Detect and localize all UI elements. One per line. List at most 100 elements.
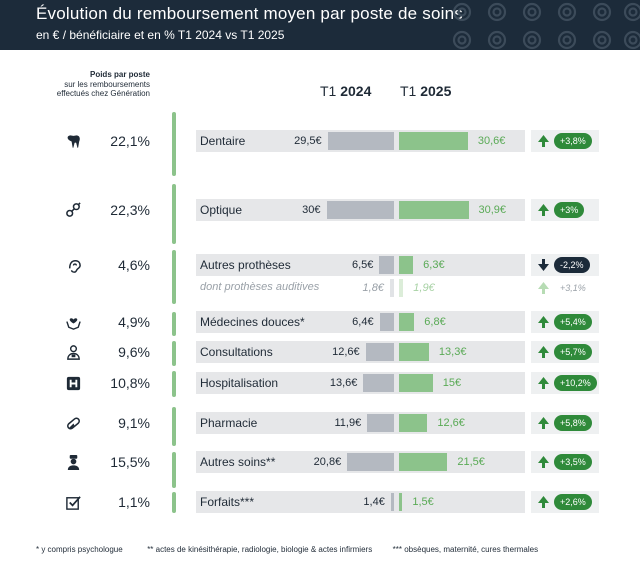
footnote-1: * y compris psychologue (36, 545, 123, 554)
value-label-2025: 1,9€ (413, 282, 435, 294)
bar-2024 (389, 279, 394, 297)
value-label-2024: 30€ (302, 204, 321, 216)
column-header-2025: T1 2025 (400, 83, 451, 99)
category-label: Hospitalisation (200, 376, 279, 390)
weight-value: 22,3% (110, 202, 150, 218)
trend-cell: +3,8% (531, 130, 599, 152)
trend-cell: +5,7% (531, 341, 599, 363)
column-header-prefix: T1 (400, 83, 417, 99)
bar-2024 (347, 453, 394, 471)
doctor-icon (64, 343, 82, 361)
change-badge: +2,6% (554, 494, 592, 510)
arrow-up-icon (538, 346, 549, 358)
bar-2025 (399, 453, 448, 471)
nurse-icon (64, 453, 82, 471)
category-label: Consultations (200, 345, 273, 359)
row-band (196, 491, 525, 513)
column-header-year: 2024 (340, 83, 372, 99)
value-label-2025: 30,9€ (478, 204, 507, 216)
trend-cell: +10,2% (531, 372, 599, 394)
weight-value: 22,1% (110, 133, 150, 149)
trend-cell: +3,1% (531, 277, 599, 299)
bar-2024 (365, 343, 394, 361)
bar-2025 (399, 201, 469, 219)
value-label-2025: 21,5€ (457, 456, 485, 468)
value-label-2024: 1,8€ (362, 282, 384, 294)
change-badge: +5,8% (554, 415, 592, 431)
footnotes: * y compris psychologue ** actes de kiné… (36, 545, 538, 554)
chart-title: Évolution du remboursement moyen par pos… (36, 4, 463, 23)
ear-icon (64, 256, 82, 274)
row-separator-line (172, 184, 176, 244)
weight-value: 4,9% (118, 314, 150, 330)
row-band (196, 372, 525, 394)
value-label-2025: 30,6€ (477, 135, 506, 147)
bar-2025 (399, 279, 404, 297)
column-header-year: 2025 (420, 83, 452, 99)
row-band (196, 412, 525, 434)
weight-value: 9,6% (118, 344, 150, 360)
weights-column-header: Poids par poste sur les remboursements e… (0, 70, 150, 99)
bar-2025 (399, 493, 403, 511)
change-badge: +3,5% (554, 454, 592, 470)
bar-2024 (390, 493, 394, 511)
value-label-2025: 15€ (442, 377, 462, 389)
weights-header-title: Poids par poste (89, 70, 150, 79)
value-label-2024: 20,8€ (313, 456, 342, 468)
column-header-2024: T1 2024 (320, 83, 371, 99)
row-separator-line (172, 452, 176, 488)
tooth-icon (64, 132, 82, 150)
change-badge: +10,2% (554, 375, 597, 391)
arrow-up-icon (538, 316, 549, 328)
trend-cell: +5,4% (531, 311, 599, 333)
row-separator-line (172, 312, 176, 336)
arrow-down-icon (538, 259, 549, 271)
category-label: Autres prothèses (200, 258, 291, 272)
row-band (196, 254, 525, 276)
weight-value: 15,5% (110, 454, 150, 470)
arrow-up-icon (538, 377, 549, 389)
value-label-2024: 6,4€ (352, 316, 374, 328)
value-label-2024: 13,6€ (329, 377, 358, 389)
category-label: Dentaire (200, 134, 246, 148)
footnote-2: ** actes de kinésithérapie, radiologie, … (147, 545, 373, 554)
value-label-2024: 29,5€ (294, 135, 322, 147)
arrow-up-icon (538, 496, 549, 508)
change-badge: +5,7% (554, 344, 592, 360)
weight-value: 10,8% (110, 375, 150, 391)
value-label-2024: 6,5€ (351, 259, 374, 271)
category-label: Pharmacie (200, 416, 258, 430)
value-label-2025: 6,3€ (423, 259, 445, 271)
weights-header-line3: effectués chez Génération (56, 89, 150, 99)
change-badge: +5,4% (554, 314, 592, 330)
change-badge: +3,1% (560, 283, 586, 293)
value-label-2025: 13,3€ (438, 346, 467, 358)
hands-heart-icon (64, 313, 82, 331)
bar-2025 (399, 313, 415, 331)
weight-value: 9,1% (118, 415, 150, 431)
bar-2025 (399, 414, 428, 432)
pill-icon (64, 414, 82, 432)
bar-2024 (367, 414, 394, 432)
trend-cell: -2,2% (531, 254, 599, 276)
category-label: Forfaits*** (200, 495, 255, 509)
bar-2024 (379, 313, 394, 331)
change-badge: -2,2% (554, 257, 590, 273)
change-badge: +3% (554, 202, 585, 218)
footnote-3: *** obsèques, maternité, cures thermales (392, 545, 539, 554)
brand-pattern-icon (452, 2, 640, 50)
arrow-up-icon (538, 417, 549, 429)
bar-2024 (326, 201, 394, 219)
bar-2025 (399, 256, 414, 274)
row-separator-line (172, 250, 176, 304)
checkbox-icon (64, 493, 82, 511)
arrow-up-icon (538, 456, 549, 468)
bar-2025 (399, 132, 468, 150)
chart-subtitle: en € / bénéficiaire et en % T1 2024 vs T… (36, 28, 285, 42)
arrow-up-icon (538, 282, 549, 294)
category-label: dont prothèses auditives (200, 281, 320, 293)
bar-2025 (399, 374, 433, 392)
value-label-2025: 6,8€ (424, 316, 446, 328)
category-label: Autres soins** (200, 455, 276, 469)
category-label: Optique (200, 203, 243, 217)
